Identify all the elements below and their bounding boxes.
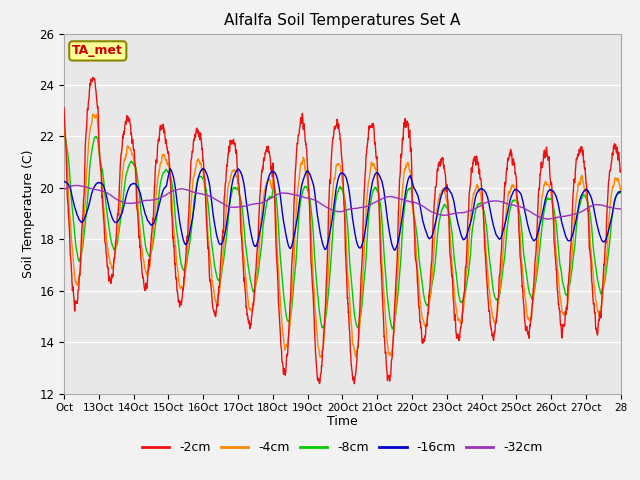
Title: Alfalfa Soil Temperatures Set A: Alfalfa Soil Temperatures Set A	[224, 13, 461, 28]
Y-axis label: Soil Temperature (C): Soil Temperature (C)	[22, 149, 35, 278]
Text: TA_met: TA_met	[72, 44, 124, 58]
X-axis label: Time: Time	[327, 415, 358, 428]
Legend: -2cm, -4cm, -8cm, -16cm, -32cm: -2cm, -4cm, -8cm, -16cm, -32cm	[137, 436, 548, 459]
